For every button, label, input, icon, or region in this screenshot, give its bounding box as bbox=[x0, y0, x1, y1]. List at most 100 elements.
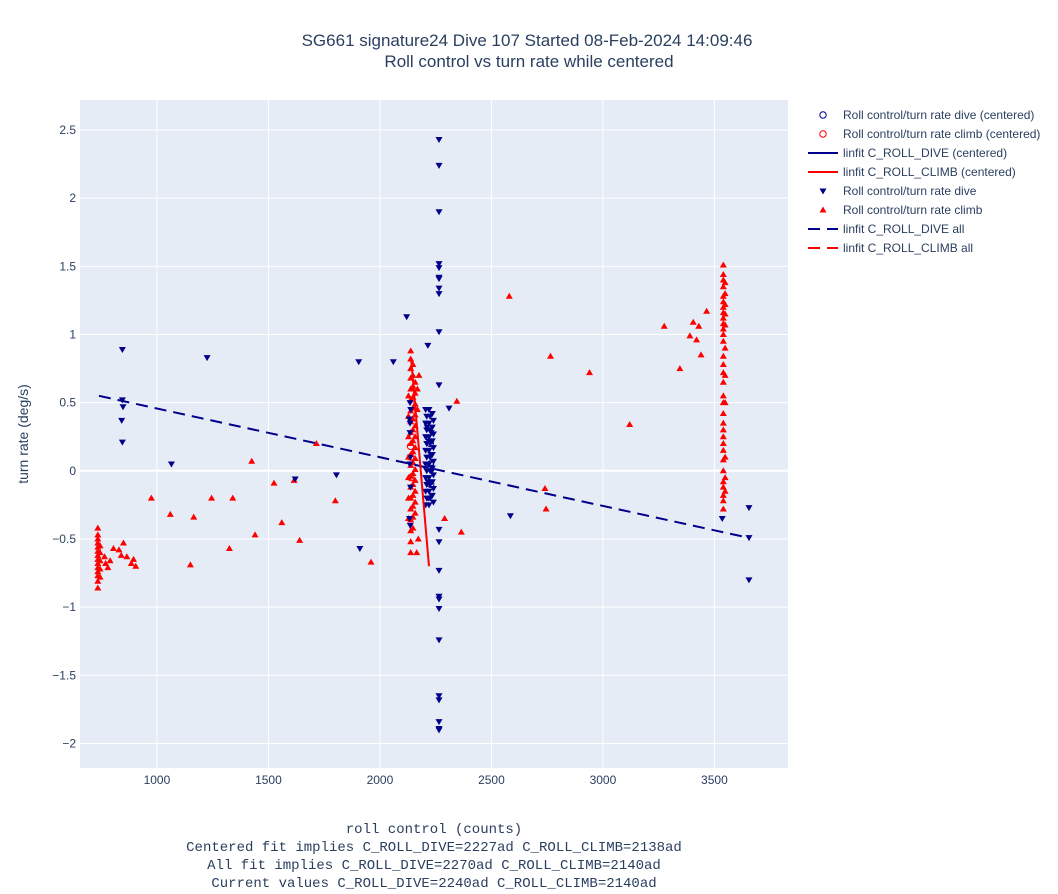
legend-item[interactable]: linfit C_ROLL_CLIMB all bbox=[808, 241, 973, 255]
dive-point-marker bbox=[167, 461, 175, 468]
dive-point-marker bbox=[435, 693, 443, 700]
climb-point-marker bbox=[312, 440, 320, 447]
climb-point-marker bbox=[689, 318, 697, 325]
climb-point-marker bbox=[404, 392, 412, 399]
x-axis-label: roll control (counts) bbox=[345, 822, 523, 838]
legend-item[interactable]: linfit C_ROLL_DIVE all bbox=[808, 222, 964, 236]
dive-point-marker bbox=[435, 209, 443, 216]
legend-item[interactable]: Roll control/turn rate climb (centered) bbox=[819, 127, 1041, 141]
climb-point-marker bbox=[719, 478, 727, 485]
climb-point-marker bbox=[166, 510, 174, 517]
y-tick-label: −1.5 bbox=[52, 668, 76, 682]
climb-point-marker bbox=[542, 505, 550, 512]
dive-point-marker bbox=[356, 546, 364, 553]
dive-point-marker bbox=[425, 447, 433, 454]
climb-point-marker bbox=[721, 290, 729, 297]
climb-point-marker bbox=[117, 551, 125, 558]
dive-point-marker bbox=[424, 342, 432, 349]
climb-point-marker bbox=[721, 279, 729, 286]
climb-point-marker bbox=[719, 419, 727, 426]
legend-label: linfit C_ROLL_CLIMB all bbox=[843, 241, 973, 255]
dive-point-marker bbox=[428, 468, 436, 475]
series-3 bbox=[410, 358, 430, 567]
legend-item[interactable]: linfit C_ROLL_DIVE (centered) bbox=[808, 146, 1007, 160]
climb-point-marker bbox=[96, 549, 104, 556]
y-tick-label: 1 bbox=[69, 327, 76, 341]
dive-point-marker bbox=[435, 719, 443, 726]
climb-point-marker bbox=[721, 474, 729, 481]
dive-point-marker bbox=[819, 188, 827, 195]
climb-point-marker bbox=[413, 385, 421, 392]
x-tick-label: 2000 bbox=[367, 773, 394, 787]
fit-line-solid bbox=[410, 358, 430, 567]
climb-point-marker bbox=[411, 476, 419, 483]
dive-point-marker bbox=[407, 406, 415, 413]
climb-point-marker bbox=[119, 539, 127, 546]
y-tick-label: 0.5 bbox=[59, 396, 76, 410]
climb-point-marker bbox=[695, 322, 703, 329]
y-tick-labels: 2.5 2 1.5 1 0.5 0 −0.5 −1 −1.5 −2 bbox=[52, 123, 76, 750]
climb-point-marker bbox=[411, 433, 419, 440]
legend-label: Roll control/turn rate climb (centered) bbox=[843, 127, 1040, 141]
climb-point-marker bbox=[719, 426, 727, 433]
dive-point-marker bbox=[424, 495, 432, 502]
x-tick-label: 1000 bbox=[144, 773, 171, 787]
dive-point-marker bbox=[291, 476, 299, 483]
climb-point-marker bbox=[96, 565, 104, 572]
climb-point-marker bbox=[96, 573, 104, 580]
dive-point-marker bbox=[425, 420, 433, 427]
climb-point-marker bbox=[719, 360, 727, 367]
climb-point-marker bbox=[719, 433, 727, 440]
dive-point-marker bbox=[435, 539, 443, 546]
climb-point-marker bbox=[721, 300, 729, 307]
climb-point-marker bbox=[415, 371, 423, 378]
legend-item[interactable]: linfit C_ROLL_CLIMB (centered) bbox=[808, 165, 1016, 179]
dive-point-marker bbox=[427, 451, 435, 458]
climb-point-marker bbox=[409, 502, 417, 509]
x-tick-label: 3000 bbox=[590, 773, 617, 787]
climb-point-marker bbox=[413, 549, 421, 556]
dive-point-marker bbox=[406, 454, 414, 461]
climb-point-marker bbox=[693, 336, 701, 343]
climb-point-marker bbox=[106, 557, 114, 564]
dive-point-marker bbox=[406, 430, 414, 437]
centered-point-marker bbox=[406, 442, 415, 450]
y-tick-label: −1 bbox=[62, 600, 76, 614]
climb-point-marker bbox=[186, 561, 194, 568]
dive-point-marker bbox=[745, 577, 753, 584]
legend-item[interactable]: Roll control/turn rate dive bbox=[819, 184, 977, 198]
climb-point-marker bbox=[719, 446, 727, 453]
climb-point-marker bbox=[123, 553, 131, 560]
legend-item[interactable]: Roll control/turn rate dive (centered) bbox=[819, 108, 1035, 122]
centered-point-marker bbox=[427, 480, 435, 489]
y-tick-label: 2 bbox=[69, 191, 76, 205]
climb-point-marker bbox=[719, 261, 727, 268]
footer-current-values: Current values C_ROLL_DIVE=2240ad C_ROLL… bbox=[211, 876, 657, 892]
dive-point-marker bbox=[406, 522, 414, 529]
climb-point-marker bbox=[404, 474, 412, 481]
chart-subtitle: Roll control vs turn rate while centered bbox=[384, 52, 673, 71]
y-tick-label: −2 bbox=[62, 736, 76, 750]
legend-item[interactable]: Roll control/turn rate climb bbox=[819, 203, 983, 217]
dive-point-marker bbox=[119, 404, 127, 411]
dive-point-marker bbox=[428, 411, 436, 418]
climb-point-marker bbox=[541, 485, 549, 492]
climb-point-marker bbox=[409, 448, 417, 455]
climb-point-marker bbox=[411, 444, 419, 451]
climb-point-marker bbox=[721, 344, 729, 351]
climb-point-marker bbox=[719, 491, 727, 498]
climb-point-marker bbox=[367, 558, 375, 565]
climb-point-marker bbox=[251, 531, 259, 538]
x-tick-label: 2500 bbox=[478, 773, 505, 787]
climb-point-marker bbox=[719, 378, 727, 385]
climb-point-marker bbox=[441, 515, 449, 522]
climb-point-marker bbox=[457, 528, 465, 535]
climb-point-marker bbox=[96, 557, 104, 564]
climb-point-marker bbox=[703, 307, 711, 314]
x-tick-labels: 1000 1500 2000 2500 3000 3500 bbox=[144, 773, 729, 787]
climb-point-marker bbox=[719, 270, 727, 277]
climb-point-marker bbox=[296, 536, 304, 543]
dive-point-marker bbox=[425, 488, 433, 495]
dive-point-marker bbox=[406, 516, 414, 523]
climb-point-marker bbox=[130, 555, 138, 562]
